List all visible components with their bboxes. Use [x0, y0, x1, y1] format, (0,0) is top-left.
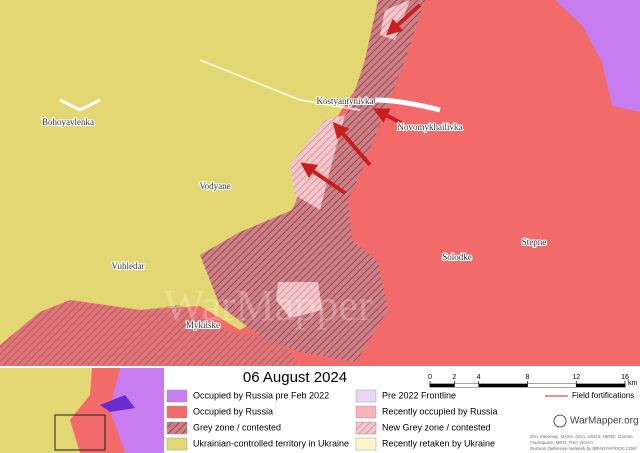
- river: [199, 59, 361, 111]
- legend: Occupied by Russia pre Feb 2022 Occupied …: [166, 389, 498, 451]
- scale-segment: [430, 384, 455, 387]
- legend-swatch: [166, 389, 188, 403]
- legend-swatch: [355, 389, 377, 403]
- attack-arrows: [300, 3, 422, 195]
- legend-label: Recently occupied by Russia: [382, 406, 498, 416]
- legend-swatch: [166, 437, 188, 451]
- place-labels: Kostyantynivka Novomykhailivka Bohoyavlenk…: [41, 95, 547, 331]
- credit-line: Esri, Intermap, NASA, NGA, USGS; HERE, G…: [530, 434, 634, 439]
- contested-area: [0, 300, 300, 365]
- legend-label: New Grey zone / contested: [382, 422, 491, 432]
- scale-segment: [527, 384, 577, 387]
- scale-label: 12: [572, 374, 580, 381]
- inset-lake: [100, 395, 135, 412]
- scale-segment: [478, 384, 528, 387]
- place-label: Kostyantynivka: [317, 96, 374, 106]
- legend-label: Occupied by Russia pre Feb 2022: [193, 390, 329, 400]
- inset-pre2022: [110, 368, 164, 453]
- place-label: Bohoyavlenka: [42, 117, 94, 127]
- legend-label: Recently retaken by Ukraine: [382, 438, 495, 448]
- fortification-label: Field fortifications: [572, 391, 634, 400]
- reservoir: [374, 97, 441, 113]
- scale-segment: [454, 384, 479, 387]
- scale-label: 8: [526, 374, 530, 381]
- map: WarMapper Kostyantynivka Novomykhailivka B…: [0, 0, 640, 366]
- scale-label: 4: [477, 374, 481, 381]
- scale-label: 0: [428, 374, 432, 381]
- place-label: Solodke: [442, 252, 472, 262]
- scale-label: 2: [452, 374, 456, 381]
- legend-swatch: [355, 405, 377, 419]
- place-label: Stepne: [522, 237, 547, 247]
- legend-label: Occupied by Russia: [193, 406, 273, 416]
- scale-unit: km: [628, 380, 638, 387]
- legend-swatch: [166, 405, 188, 419]
- legend-swatch: [355, 437, 377, 451]
- brand-logo: [553, 414, 567, 428]
- river: [59, 98, 101, 112]
- place-label: Vuhledar: [112, 261, 145, 271]
- watermark: WarMapper: [163, 281, 372, 330]
- brand: WarMapper.org: [570, 416, 639, 427]
- legend-swatch: [166, 421, 188, 435]
- scale-label: 16: [621, 374, 629, 381]
- scale-segment: [576, 384, 625, 387]
- credit-line: Russian Defensive Network by BRADYAFRICK…: [530, 446, 636, 451]
- place-label: Novomykhailivka: [398, 122, 463, 132]
- credits: Esri, Intermap, NASA, NGA, USGS; HERE, G…: [530, 434, 636, 451]
- place-label: Vodyane: [199, 181, 230, 191]
- legend-label: Ukrainian-controlled territory in Ukrain…: [193, 438, 349, 448]
- place-label: Mykilske: [186, 320, 220, 330]
- legend-swatch: [355, 421, 377, 435]
- date: 06 August 2024: [243, 369, 347, 386]
- inset-frame: [54, 414, 106, 451]
- legend-label: Pre 2022 Frontline: [382, 390, 456, 400]
- pre2022-area: [555, 0, 640, 112]
- credit-line: Foursquare, METI, FAO, NOAA: [530, 440, 593, 445]
- legend-panel: 06 August 2024 Occupied by Russia pre Fe…: [0, 366, 640, 453]
- new-contested-area: [276, 282, 322, 318]
- legend-label: Grey zone / contested: [193, 422, 281, 432]
